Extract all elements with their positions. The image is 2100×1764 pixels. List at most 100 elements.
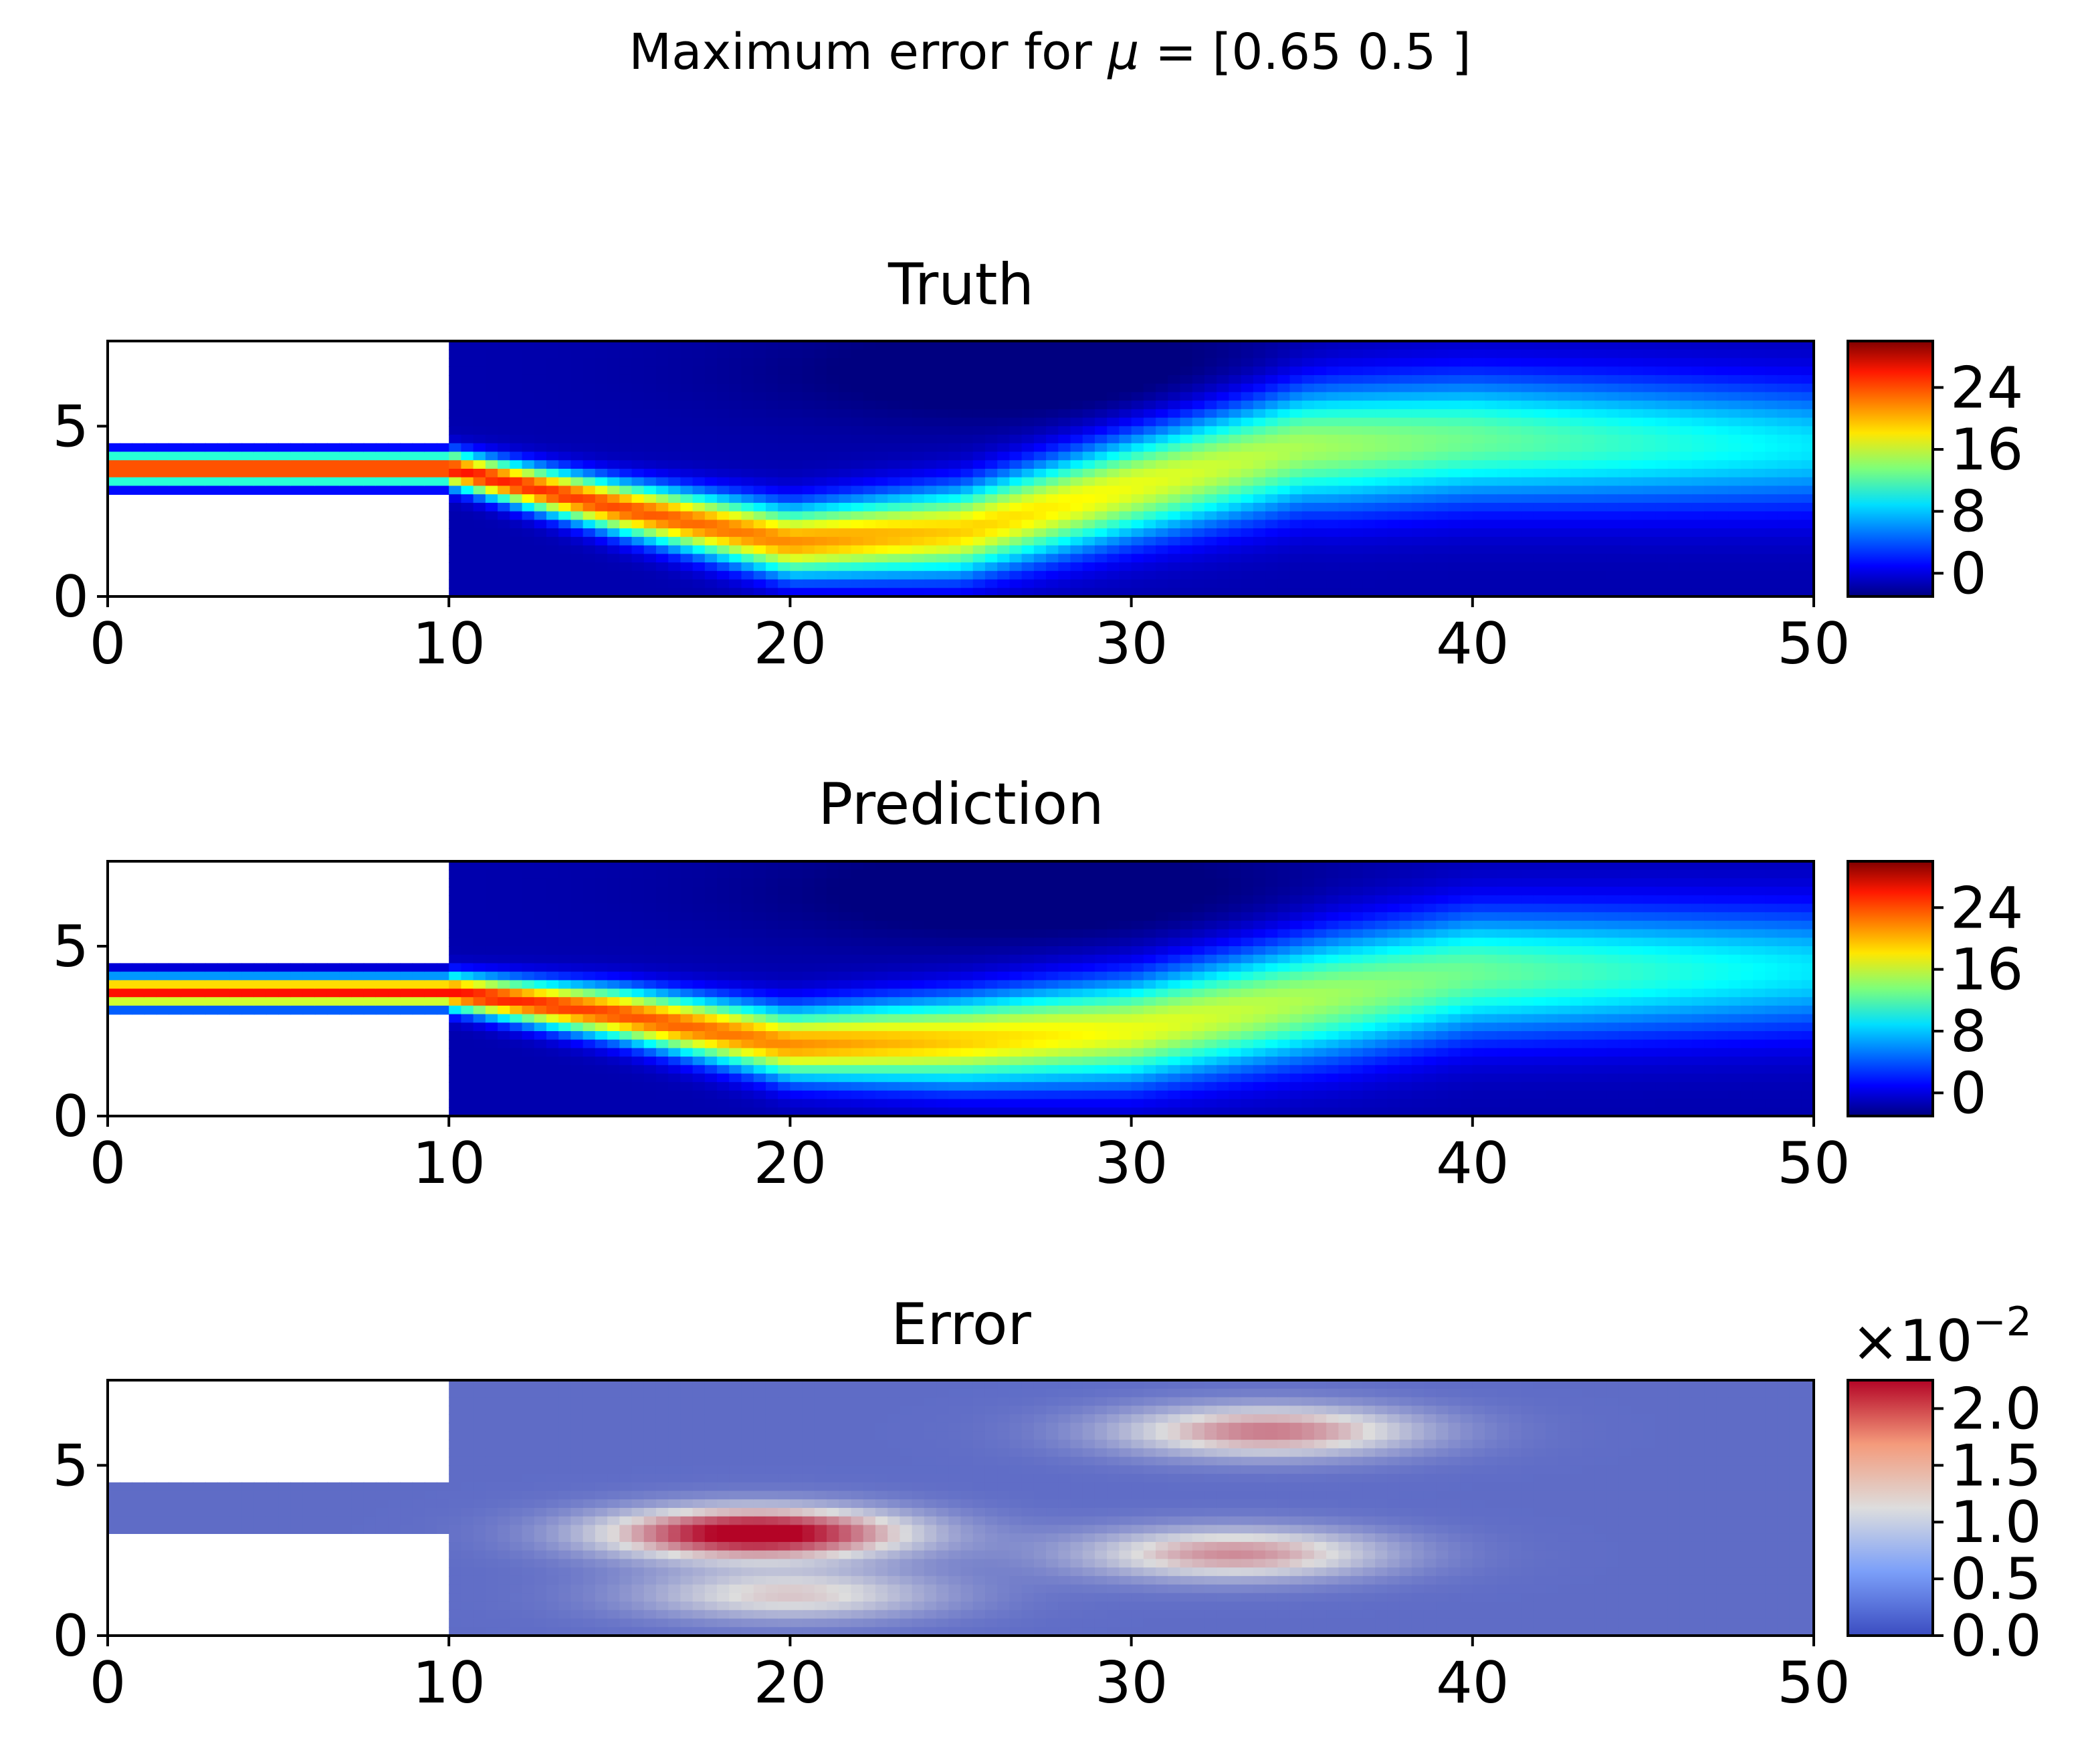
heatmap-cell [924,545,937,555]
heatmap-cell [607,341,621,350]
heatmap-cell [900,869,913,879]
heatmap-cell [534,988,547,998]
heatmap-cell [753,1073,766,1083]
heatmap-cell [765,972,778,981]
heatmap-cell [753,417,766,427]
heatmap-cell [875,520,888,529]
heatmap-cell [753,443,766,453]
heatmap-cell [595,562,608,572]
heatmap-cell [1704,358,1717,367]
heatmap-cell [461,878,474,887]
heatmap-cell [924,579,937,589]
heatmap-cell [1691,511,1705,521]
heatmap-cell [498,536,511,546]
heatmap-cell [510,511,523,521]
heatmap-cell [522,929,535,939]
heatmap-cell [814,1057,827,1066]
heatmap-cell [900,485,913,495]
heatmap-cell [461,1107,474,1117]
heatmap-cell [583,887,596,896]
heatmap-cell [1667,435,1681,444]
heatmap-cell [1411,460,1425,469]
heatmap-cell [534,502,547,512]
heatmap-cell [655,1014,669,1024]
heatmap-cell [704,869,718,879]
heatmap-cell [1326,494,1340,504]
heatmap-cell [924,869,937,879]
heatmap-cell [1752,528,1766,538]
heatmap-cell [912,358,925,367]
heatmap-cell [1082,579,1095,589]
heatmap-cell [510,1031,523,1040]
heatmap-cell [1119,588,1132,597]
heatmap-cell [607,988,621,998]
heatmap-cell [1021,477,1035,487]
heatmap-cell [1131,528,1144,538]
heatmap-cell [1387,392,1400,401]
heatmap-cell [1046,579,1059,589]
heatmap-cell [717,929,730,939]
heatmap-cell [522,545,535,555]
heatmap-cell [510,963,523,972]
heatmap-cell [802,1005,815,1015]
heatmap-cell [1643,435,1656,444]
heatmap-cell [449,469,462,478]
heatmap-cell [1375,545,1388,555]
heatmap-cell [1497,520,1510,529]
heatmap-cell [607,570,621,580]
heatmap-cell [1326,366,1340,376]
heatmap-cell [936,485,950,495]
heatmap-cell [1350,374,1364,384]
heatmap-cell [570,1048,584,1057]
heatmap-cell [436,443,449,453]
heatmap-cell [1399,443,1412,453]
heatmap-cell [1728,562,1742,572]
heatmap-cell [643,570,657,580]
heatmap-cell [704,1048,718,1057]
heatmap-cell [1131,409,1144,419]
heatmap-cell [936,954,950,964]
heatmap-cell [717,887,730,896]
heatmap-cell [522,426,535,435]
heatmap-cell [1570,374,1583,384]
heatmap-cell [765,1073,778,1083]
heatmap-cell [449,435,462,444]
heatmap-cell [1289,460,1303,469]
heatmap-cell [619,409,633,419]
heatmap-cell [643,1039,657,1049]
heatmap-cell [924,1073,937,1083]
heatmap-cell [863,988,876,998]
heatmap-cell [655,536,669,546]
heatmap-cell [1436,528,1449,538]
heatmap-cell [241,997,255,1006]
heatmap-cell [1460,409,1473,419]
heatmap-cell [729,1031,742,1040]
heatmap-cell [1314,349,1327,359]
heatmap-cell [1350,588,1364,597]
heatmap-cell [863,536,876,546]
heatmap-cell [1655,502,1669,512]
heatmap-cell [741,401,754,410]
heatmap-cell [1143,536,1156,546]
heatmap-cell [1777,426,1790,435]
heatmap-cell [851,1048,864,1057]
heatmap-cell [1180,409,1193,419]
heatmap-cell [461,417,474,427]
heatmap-cell [546,520,559,529]
heatmap-cell [1631,349,1644,359]
heatmap-cell [960,536,974,546]
heatmap-cell [1046,392,1059,401]
heatmap-cell [1448,374,1461,384]
heatmap-cell [1204,426,1217,435]
heatmap-cell [1314,451,1327,461]
heatmap-cell [1362,570,1376,580]
heatmap-cell [936,929,950,939]
heatmap-cell [1558,443,1571,453]
heatmap-cell [972,358,986,367]
heatmap-cell [498,469,511,478]
heatmap-cell [1436,409,1449,419]
heatmap-cell [583,562,596,572]
heatmap-cell [1691,477,1705,487]
heatmap-cell [1021,494,1035,504]
heatmap-cell [449,980,462,990]
